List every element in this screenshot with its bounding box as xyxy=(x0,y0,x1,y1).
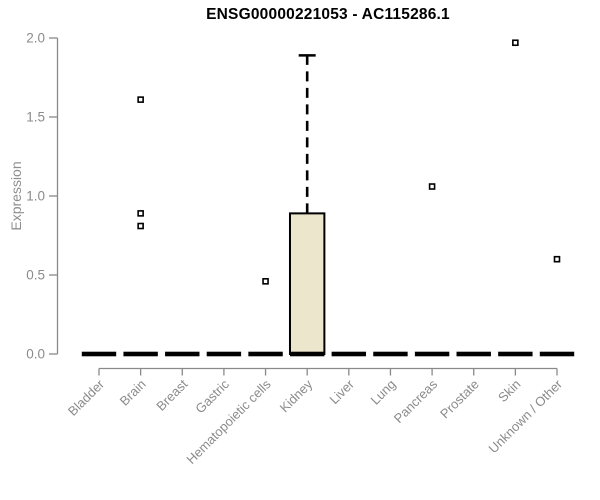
y-tick-label: 1.5 xyxy=(26,110,45,125)
median-line xyxy=(539,351,575,357)
chart-title: ENSG00000221053 - AC115286.1 xyxy=(206,6,450,23)
outlier-point xyxy=(553,255,561,263)
outlier-point xyxy=(137,96,144,103)
median-line xyxy=(206,351,242,357)
median-line xyxy=(414,351,450,357)
outlier-point xyxy=(512,39,519,47)
outlier-point xyxy=(137,222,144,230)
median-line xyxy=(81,351,117,357)
outlier-point xyxy=(262,278,269,285)
x-tick-label: Skin xyxy=(495,377,523,405)
median-line xyxy=(456,351,491,357)
median-line xyxy=(373,351,408,357)
x-tick-label: Bladder xyxy=(65,376,108,419)
x-tick-label: Lung xyxy=(368,377,399,408)
x-tick-label: Prostate xyxy=(437,377,482,422)
median-line xyxy=(289,351,325,357)
x-tick-label: Kidney xyxy=(277,376,316,415)
median-line xyxy=(331,351,367,357)
outlier-point xyxy=(137,210,144,217)
x-tick-label: Gastric xyxy=(192,376,232,416)
y-tick-label: 2.0 xyxy=(26,31,45,46)
x-tick-label: Breast xyxy=(153,376,190,413)
y-tick-label: 1.0 xyxy=(26,189,45,204)
outlier-point xyxy=(428,183,436,190)
median-line xyxy=(498,351,533,357)
x-tick-label: Unknown / Other xyxy=(486,376,566,456)
x-tick-label: Liver xyxy=(326,376,357,407)
x-tick-label: Brain xyxy=(117,377,149,409)
y-tick-label: 0.5 xyxy=(26,268,45,283)
box-iqr xyxy=(288,212,326,355)
median-line xyxy=(248,351,283,357)
median-line xyxy=(123,351,158,357)
median-line xyxy=(165,351,200,357)
x-tick-label: Pancreas xyxy=(391,376,441,426)
y-tick-label: 0.0 xyxy=(26,347,45,362)
